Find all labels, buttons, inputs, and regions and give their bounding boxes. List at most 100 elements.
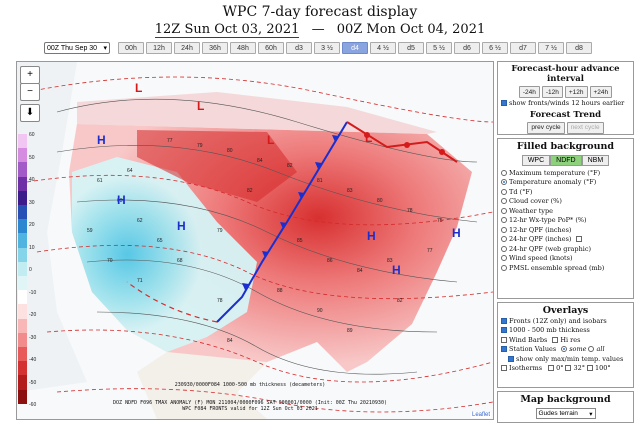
filled-option[interactable]: Temperature anomaly (°F) [498, 178, 633, 188]
radio-icon[interactable] [501, 188, 507, 195]
map-background-value: Gudes terrain [538, 410, 578, 417]
fronts-toggle[interactable]: Fronts (12Z only) and isobars [498, 316, 633, 326]
time-step-button[interactable]: 36h [202, 42, 228, 54]
station-values-toggle[interactable]: Station Values some all [498, 345, 633, 355]
colorbar-label: -10 [29, 289, 37, 296]
zoom-in-button[interactable]: + [20, 66, 40, 84]
radio-icon[interactable] [501, 169, 507, 176]
leaflet-attribution-link[interactable]: Leaflet [471, 412, 492, 418]
show-earlier-toggle[interactable]: show fronts/winds 12 hours earlier [498, 98, 633, 108]
source-option-nbm[interactable]: NBM [581, 155, 610, 166]
time-step-button[interactable]: d5 [398, 42, 424, 54]
iso-32-checkbox-icon[interactable] [565, 365, 572, 372]
colorbar-swatch [18, 162, 27, 177]
radio-icon[interactable] [501, 198, 507, 205]
time-step-button[interactable]: d8 [566, 42, 592, 54]
time-step-button[interactable]: 60h [258, 42, 284, 54]
zoom-out-button[interactable]: − [20, 83, 40, 101]
prev-cycle-button[interactable]: prev cycle [527, 121, 565, 134]
advance-button[interactable]: -12h [541, 86, 563, 98]
date-separator: — [311, 22, 325, 37]
filled-option-label: Maximum temperature (°F) [509, 168, 601, 177]
map-canvas[interactable]: 77 79 80 84 82 81 83 80 78 63 62 65 68 70 71 85 86 84… [17, 62, 493, 419]
svg-text:77: 77 [427, 248, 433, 254]
advance-button[interactable]: +12h [564, 86, 588, 98]
radio-icon[interactable] [501, 264, 507, 271]
checkbox-icon[interactable] [501, 336, 507, 343]
time-step-button[interactable]: 00h [118, 42, 144, 54]
filled-option-label: Weather type [509, 206, 553, 215]
radio-icon[interactable] [501, 236, 507, 243]
svg-text:83: 83 [387, 258, 393, 264]
time-step-button[interactable]: d7 [510, 42, 536, 54]
filled-option[interactable]: PMSL ensemble spread (mb) [498, 263, 633, 273]
checkbox-icon[interactable] [501, 317, 507, 324]
advance-button[interactable]: +24h [589, 86, 613, 98]
filled-option[interactable]: 24-hr QPF (web graphic) [498, 244, 633, 254]
source-option-ndfd[interactable]: NDFD [550, 155, 582, 166]
filled-option[interactable]: 24-hr QPF (inches) [498, 235, 633, 245]
iso-100-checkbox-icon[interactable] [587, 365, 593, 372]
radio-icon[interactable] [501, 245, 507, 252]
checkbox-icon[interactable] [501, 327, 507, 334]
filled-option[interactable]: Td (°F) [498, 187, 633, 197]
time-step-button[interactable]: 12h [146, 42, 172, 54]
iso-0-checkbox-icon[interactable] [548, 365, 555, 372]
filled-option-label: Wind speed (knots) [509, 254, 573, 263]
svg-text:68: 68 [177, 258, 183, 264]
time-step-button[interactable]: d3 [286, 42, 312, 54]
time-step-button[interactable]: 6 ½ [482, 42, 508, 54]
time-step-button[interactable]: d6 [454, 42, 480, 54]
colorbar-label: 50 [29, 154, 35, 161]
time-step-button[interactable]: 7 ½ [538, 42, 564, 54]
time-step-buttons: 00h 12h 24h 36h 48h 60h d3 3 ½ d4 4 ½ d5 5 ½ d6 6 ½ d7… [118, 42, 592, 56]
forecast-map[interactable]: 77 79 80 84 82 81 83 80 78 63 62 65 68 70 71 85 86 84… [16, 61, 494, 420]
radio-icon[interactable] [501, 179, 507, 186]
checkbox-icon[interactable] [508, 355, 514, 362]
filled-option[interactable]: Weather type [498, 206, 633, 216]
svg-text:85: 85 [297, 238, 303, 244]
svg-text:90: 90 [317, 308, 323, 314]
checkbox-icon[interactable] [576, 236, 583, 243]
download-icon[interactable]: ⬇ [20, 104, 40, 122]
time-step-button[interactable]: d4 [342, 42, 368, 54]
advance-buttons: -24h -12h +12h +24h [498, 86, 633, 98]
hires-checkbox-icon[interactable] [552, 336, 559, 343]
source-option-wpc[interactable]: WPC [521, 155, 551, 166]
time-step-button[interactable]: 48h [230, 42, 256, 54]
radio-icon[interactable] [501, 217, 507, 224]
anomaly-colorbar [18, 134, 27, 404]
filled-option-label: 24-hr QPF (web graphic) [509, 244, 592, 253]
wind-barbs-toggle[interactable]: Wind Barbs Hi res [498, 335, 633, 345]
radio-some-icon[interactable] [561, 346, 568, 353]
radio-all-icon[interactable] [588, 346, 595, 353]
checkbox-icon[interactable] [501, 346, 507, 353]
time-step-button[interactable]: 4 ½ [370, 42, 396, 54]
map-background-select[interactable]: Gudes terrain ▾ [535, 408, 596, 419]
filled-option[interactable]: Wind speed (knots) [498, 254, 633, 264]
radio-icon[interactable] [501, 226, 507, 233]
show-max-label: show only max/min temp. values [516, 354, 624, 363]
filled-option[interactable]: 12-hr Wx-type PoP* (%) [498, 216, 633, 226]
filled-option[interactable]: Cloud cover (%) [498, 197, 633, 207]
filled-option[interactable]: 12-hr QPF (inches) [498, 225, 633, 235]
time-step-button[interactable]: 3 ½ [314, 42, 340, 54]
show-max-toggle[interactable]: show only max/min temp. values [498, 354, 633, 364]
radio-icon[interactable] [501, 255, 507, 262]
isotherms-toggle[interactable]: Isotherms 0° 32° 100° [498, 364, 633, 374]
checkbox-icon[interactable] [501, 365, 507, 372]
checkbox-icon[interactable] [501, 99, 507, 106]
init-time-select[interactable]: 00Z Thu Sep 30 ▾ [44, 42, 110, 54]
radio-icon[interactable] [501, 207, 507, 214]
thickness-toggle[interactable]: 1000 - 500 mb thickness [498, 326, 633, 336]
time-step-button[interactable]: 5 ½ [426, 42, 452, 54]
filled-option[interactable]: Maximum temperature (°F) [498, 168, 633, 178]
time-step-button[interactable]: 24h [174, 42, 200, 54]
map-caption-anomaly: DOZ NDFD F096 TMAX ANOMALY (F) MON 21100… [113, 400, 387, 406]
next-cycle-button[interactable]: next cycle [566, 121, 604, 134]
svg-text:81: 81 [317, 178, 323, 184]
colorbar-swatch [18, 318, 27, 333]
advance-button[interactable]: -24h [518, 86, 540, 98]
svg-text:88: 88 [277, 288, 283, 294]
